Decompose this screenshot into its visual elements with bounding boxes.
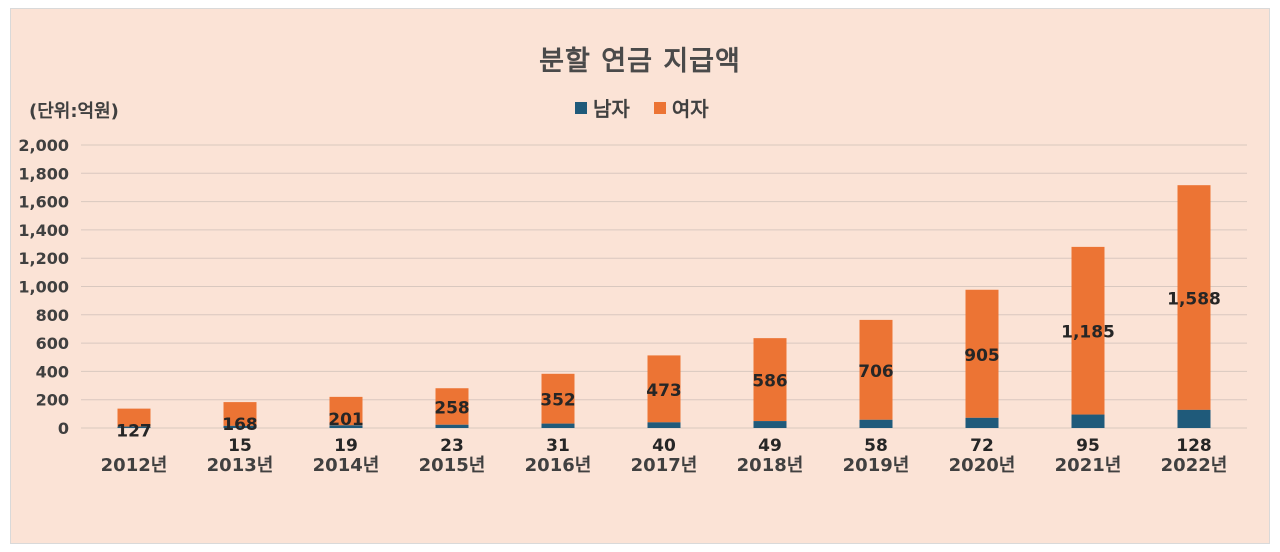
x-tick-label: 2013년 — [207, 455, 274, 476]
legend-swatch-male — [575, 101, 587, 114]
bar-male — [753, 421, 787, 428]
y-tick-label: 1,000 — [18, 278, 69, 297]
data-label-female: 473 — [646, 381, 682, 401]
data-label-female: 352 — [540, 391, 576, 411]
unit-label: (단위:억원) — [29, 101, 119, 122]
data-label-female: 168 — [222, 415, 258, 435]
data-label-male: 95 — [1076, 436, 1100, 456]
y-tick-label: 1,600 — [18, 193, 69, 212]
data-label-female: 586 — [752, 372, 788, 392]
x-tick-label: 2012년 — [101, 455, 168, 476]
bar-male — [117, 426, 151, 428]
bar-male — [541, 423, 575, 428]
bar-female — [435, 388, 469, 425]
data-label-male: 15 — [228, 436, 252, 456]
legend-label-male: 남자 — [593, 97, 630, 121]
plot-area: 0 200 400 600 800 1,000 1,200 1,400 1,600 1,800 2,… — [18, 136, 1247, 476]
x-tick-label: 2022년 — [1161, 455, 1228, 476]
data-label-male: 23 — [440, 436, 464, 456]
data-label-male: 31 — [546, 436, 570, 456]
bar-female — [753, 338, 787, 422]
bar-female — [541, 373, 575, 424]
bar-male — [965, 417, 999, 428]
data-label-female: 905 — [964, 346, 1000, 366]
x-tick-label: 2015년 — [419, 455, 486, 476]
y-tick-label: 1,200 — [18, 249, 69, 268]
bar-female — [965, 289, 999, 418]
legend-item-female: 여자 — [653, 93, 709, 122]
y-tick-label: 200 — [36, 391, 69, 410]
data-label-female: 258 — [434, 398, 470, 418]
x-tick-label: 2016년 — [525, 455, 592, 476]
y-tick-label: 800 — [36, 306, 69, 325]
data-label-male: 49 — [758, 436, 782, 456]
bar-male — [329, 425, 363, 428]
data-label-male: 58 — [864, 436, 888, 456]
y-tick-label: 0 — [58, 419, 69, 438]
legend: 남자 여자 — [575, 93, 709, 122]
bar-female — [647, 355, 681, 423]
chart-area: 분할 연금 지급액 (단위:억원) 남자 여자 0 200 400 600 800 1,0… — [10, 8, 1270, 544]
legend-swatch-female — [653, 101, 666, 114]
y-tick-label: 2,000 — [18, 136, 69, 155]
y-tick-label: 400 — [36, 362, 69, 381]
bar-male — [435, 424, 469, 428]
legend-item-male: 남자 — [575, 93, 630, 122]
x-tick-label: 2019년 — [843, 455, 910, 476]
bar-female — [223, 402, 257, 426]
bar-male — [223, 425, 257, 428]
x-tick-label: 2020년 — [949, 455, 1016, 476]
y-tick-label: 1,400 — [18, 221, 69, 240]
bar-female — [859, 319, 893, 420]
chart-title: 분할 연금 지급액 — [539, 46, 741, 77]
data-label-female: 1,185 — [1061, 323, 1115, 343]
data-label-female: 1,588 — [1167, 290, 1221, 310]
bar-female — [1071, 246, 1105, 415]
x-tick-label: 2021년 — [1055, 455, 1122, 476]
y-tick-label: 1,800 — [18, 164, 69, 183]
data-label-male: 40 — [652, 436, 676, 456]
bar-female — [329, 396, 363, 426]
x-tick-label: 2017년 — [631, 455, 698, 476]
x-tick-label: 2014년 — [313, 455, 380, 476]
data-label-female: 127 — [116, 422, 152, 442]
data-label-female: 706 — [858, 362, 894, 382]
y-tick-label: 600 — [36, 334, 69, 353]
data-label-male: 72 — [970, 436, 994, 456]
bar-male — [859, 419, 893, 428]
bar-male — [1177, 409, 1211, 428]
bar-male — [647, 422, 681, 428]
bar-female — [117, 408, 151, 427]
x-tick-label: 2018년 — [737, 455, 804, 476]
data-label-female: 201 — [328, 410, 364, 430]
bar-female — [1177, 185, 1211, 410]
data-label-male: 128 — [1176, 436, 1212, 456]
data-label-male: 19 — [334, 436, 358, 456]
legend-label-female: 여자 — [671, 97, 709, 121]
bar-male — [1071, 414, 1105, 428]
